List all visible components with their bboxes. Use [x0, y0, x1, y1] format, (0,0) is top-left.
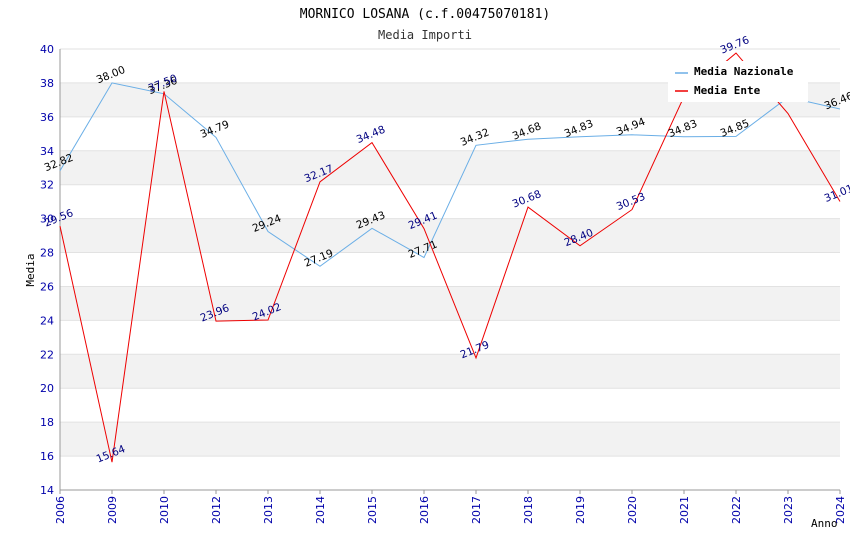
chart-title: MORNICO LOSANA (c.f.00475070181) [300, 7, 550, 22]
y-tick-label: 36 [40, 111, 54, 124]
data-label-media-ente: 39.76 [719, 34, 752, 57]
y-axis-title: Media [24, 253, 37, 286]
x-axis-title: Anno [811, 517, 838, 530]
data-label-media-ente: 34.48 [355, 124, 387, 146]
data-label-media-ente: 31.01 [823, 183, 850, 205]
x-tick-label: 2022 [730, 496, 743, 524]
y-tick-labels: 14 16 18 20 22 24 26 28 30 32 34 36 38 40 [40, 43, 54, 497]
data-label-media-ente: 30.53 [615, 191, 647, 213]
grid-band [60, 218, 840, 253]
x-tick-label: 2019 [574, 496, 587, 524]
data-label-media-nazionale: 34.79 [199, 118, 231, 140]
y-tick-label: 38 [40, 77, 54, 90]
grid-band [60, 354, 840, 389]
x-tick-label: 2009 [106, 496, 119, 524]
data-label-media-nazionale: 34.32 [459, 126, 491, 148]
x-tick-labels: 2006 2009 2010 2012 2013 2014 2015 2016 2017 2018… [54, 490, 847, 524]
x-tick-label: 2015 [366, 496, 379, 524]
y-tick-label: 16 [40, 450, 54, 463]
y-tick-label: 28 [40, 247, 54, 260]
x-tick-label: 2020 [626, 496, 639, 524]
x-tick-label: 2013 [262, 496, 275, 524]
y-tick-label: 34 [40, 145, 54, 158]
x-tick-label: 2021 [678, 496, 691, 524]
legend-label-media-nazionale: Media Nazionale [694, 65, 794, 78]
grid-band [60, 422, 840, 457]
y-tick-label: 26 [40, 280, 54, 293]
x-tick-label: 2017 [470, 496, 483, 524]
legend-label-media-ente: Media Ente [694, 84, 761, 97]
x-tick-label: 2014 [314, 496, 327, 524]
y-tick-label: 20 [40, 382, 54, 395]
x-tick-label: 2024 [834, 496, 847, 524]
x-tick-label: 2012 [210, 496, 223, 524]
x-tick-label: 2023 [782, 496, 795, 524]
grid-band [60, 286, 840, 321]
y-tick-label: 14 [40, 484, 54, 497]
y-tick-label: 40 [40, 43, 54, 56]
y-tick-label: 18 [40, 416, 54, 429]
y-tick-label: 22 [40, 348, 54, 361]
data-label-media-ente: 30.68 [511, 188, 543, 210]
legend: Media Nazionale Media Ente [668, 61, 808, 102]
series-line-media-nazionale [59, 82, 841, 267]
y-tick-label: 30 [40, 213, 54, 226]
y-tick-label: 24 [40, 314, 54, 327]
grid-band [60, 150, 840, 185]
y-tick-label: 32 [40, 179, 54, 192]
x-tick-label: 2016 [418, 496, 431, 524]
x-tick-label: 2010 [158, 496, 171, 524]
chart-subtitle: Media Importi [378, 28, 472, 42]
legend-box [668, 61, 808, 102]
x-tick-label: 2018 [522, 496, 535, 524]
x-tick-label: 2006 [54, 496, 67, 524]
